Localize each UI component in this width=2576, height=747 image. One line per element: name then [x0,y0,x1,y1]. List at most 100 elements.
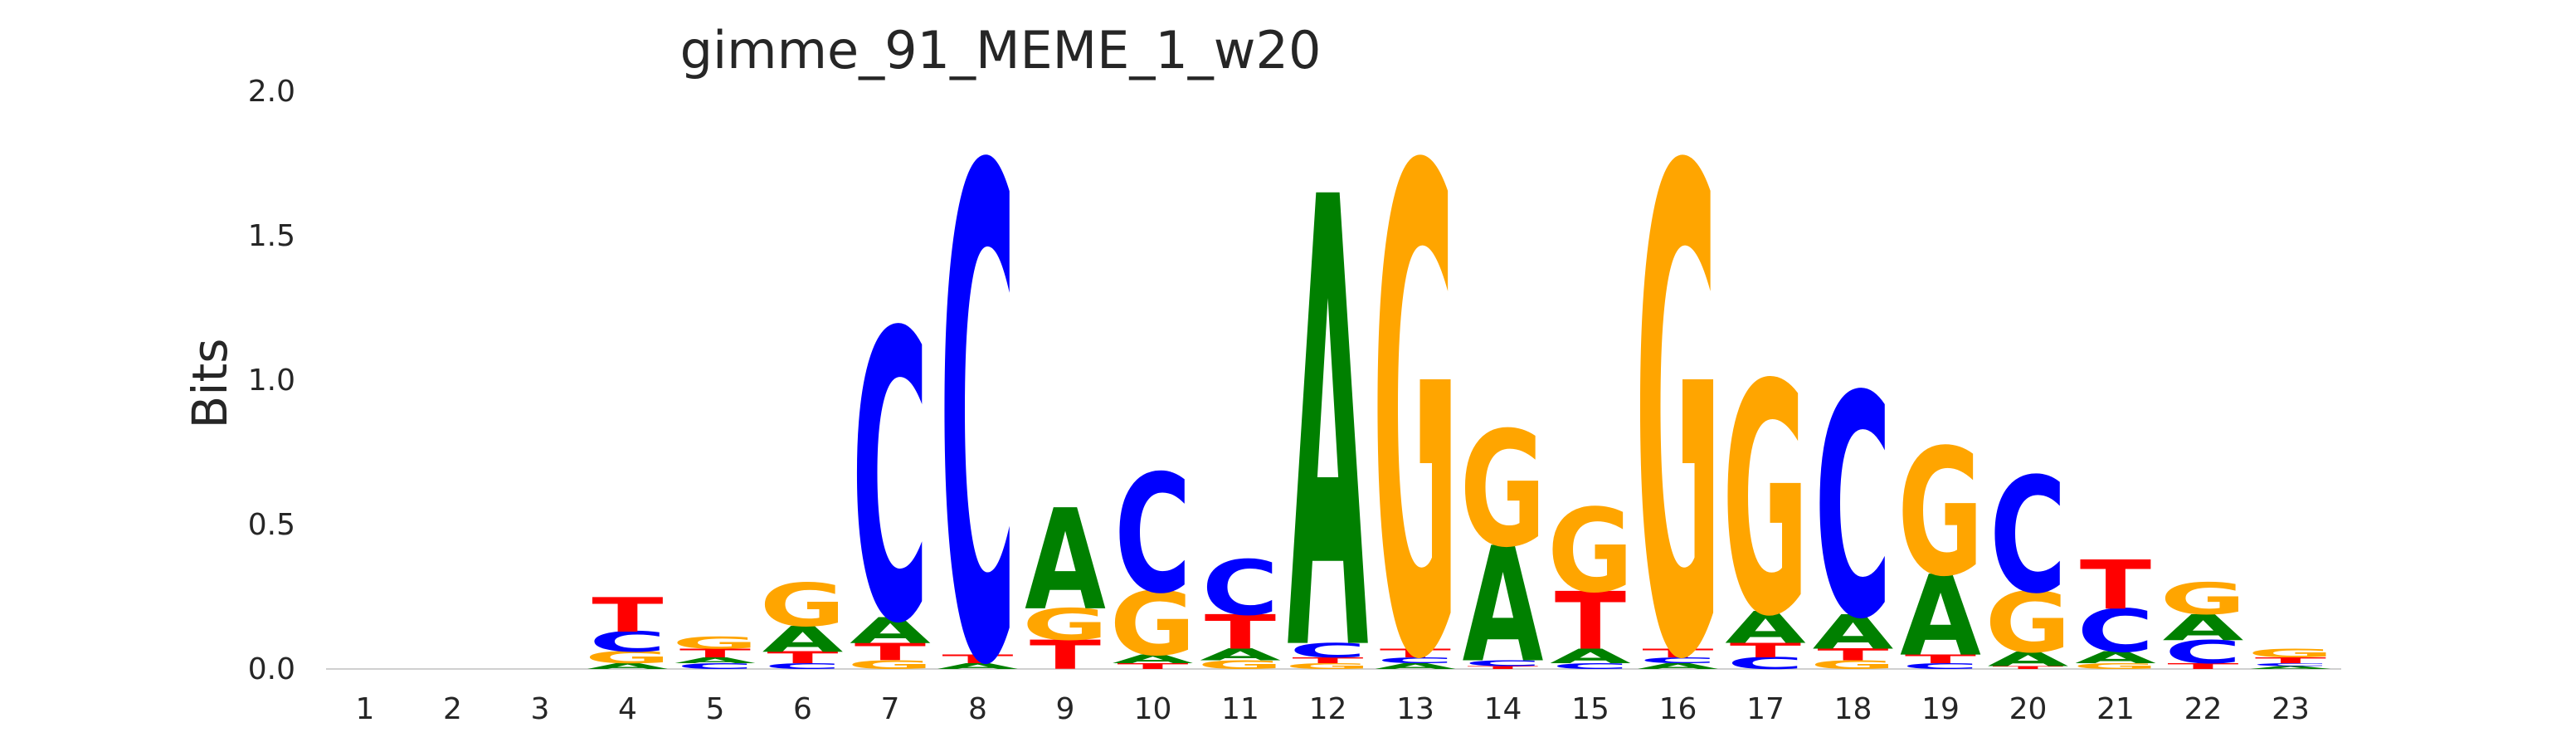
logo-letter-C: C [852,251,929,711]
logo-letter-A: A [1375,662,1456,671]
logo-letter-C: C [2077,598,2155,666]
logo-letter-A: A [1288,69,1370,747]
logo-letter-T: T [1642,647,1713,661]
logo-letter-T: T [1555,576,1626,668]
x-tick-label: 8 [968,692,987,726]
logo-letter-G: G [1722,318,1809,686]
logo-letter-A: A [1550,645,1631,668]
logo-letter-A: A [1988,648,2069,671]
logo-letter-A: A [1113,652,1194,666]
logo-letter-G: G [1110,574,1196,676]
x-axis-ticks: 1 2 3 4 5 6 7 8 9 10 11 12 13 14 15 16 17 18 19 20 21 22 23 [356,692,2310,726]
x-tick-label: 23 [2272,692,2310,726]
x-tick-label: 15 [1571,692,1609,726]
logo-letter-A: A [1638,662,1719,671]
logo-letter-G: G [1897,412,1984,615]
logo-letter-T: T [1380,647,1451,661]
logo-letter-C: C [1639,656,1717,665]
logo-letter-G: G [1197,658,1283,672]
logo-letter-G: G [1810,658,1897,672]
logo-letter-T: T [1117,662,1188,671]
x-tick-label: 10 [1134,692,1172,726]
y-tick-label: 1.0 [248,364,295,398]
logo-letter-G: G [1285,662,1371,671]
logo-letter-T: T [1030,632,1101,679]
logo-letter-T: T [942,652,1013,666]
x-tick-label: 3 [531,692,550,726]
x-tick-label: 22 [2184,692,2223,726]
logo-letter-C: C [1814,331,1892,686]
logo-letter-T: T [1205,605,1276,661]
logo-letter-A: A [937,662,1019,671]
x-tick-label: 13 [1396,692,1434,726]
logo-letter-G: G [847,658,933,672]
logo-letter-G: G [1635,32,1721,747]
logo-letter-T: T [1905,652,1976,666]
logo-letter-T: T [1817,646,1889,664]
y-tick-label: 1.5 [248,219,295,253]
logo-letter-A: A [850,610,931,652]
logo-letter-A: A [2250,666,2331,671]
logo-letter-T: T [2255,656,2326,665]
logo-letter-C: C [2252,662,2330,667]
logo-letter-G: G [760,571,846,640]
logo-letter-C: C [1377,656,1454,665]
logo-letter-G: G [1547,486,1634,619]
logo-letter-G: G [2072,662,2159,671]
logo-letter-C: C [1289,639,1366,662]
logo-letter-C: C [764,662,841,671]
y-axis-ticks: 0.0 0.5 1.0 1.5 2.0 [248,75,295,686]
logo-letter-C: C [1202,544,1279,632]
logo-letter-C: C [2165,634,2242,671]
logo-letter-T: T [679,647,751,661]
logo-letter-A: A [2075,649,2156,667]
logo-letter-A: A [1463,515,1544,699]
logo-letter-G: G [1460,399,1546,583]
logo-letter-A: A [674,656,756,665]
x-tick-label: 4 [618,692,637,726]
logo-letter-C: C [1727,654,1804,672]
logo-letter-C: C [1989,445,2067,629]
logo-letter-G: G [2247,647,2334,661]
x-tick-label: 6 [793,692,812,726]
logo-letter-T: T [1992,666,2063,671]
logo-letter-G: G [672,634,758,652]
y-tick-label: 2.0 [248,75,295,109]
y-tick-label: 0.0 [248,652,295,686]
y-tick-label: 0.5 [248,508,295,542]
x-tick-label: 18 [1834,692,1872,726]
logo-letter-A: A [762,619,844,661]
logo-letter-A: A [587,662,669,671]
x-tick-label: 20 [2009,692,2048,726]
logo-letter-T: T [2080,546,2151,625]
x-tick-label: 11 [1221,692,1259,726]
x-tick-label: 5 [706,692,725,726]
logo-letter-A: A [2163,608,2244,649]
x-tick-label: 7 [881,692,900,726]
x-tick-label: 19 [1921,692,1960,726]
logo-letter-C: C [589,626,666,658]
logo-letter-T: T [2167,662,2238,671]
logo-letter-T: T [1467,666,1538,671]
logo-letter-C: C [1114,440,1191,629]
x-tick-label: 17 [1746,692,1785,726]
logo-letter-C: C [1552,662,1629,671]
x-tick-label: 12 [1309,692,1347,726]
logo-letter-T: T [1730,639,1801,662]
logo-letter-A: A [1200,646,1281,664]
x-tick-label: 1 [356,692,375,726]
logo-letter-G: G [1372,32,1458,747]
x-tick-label: 9 [1056,692,1075,726]
logo-letter-T: T [767,649,839,667]
logo-letter-C: C [939,29,1016,747]
x-tick-label: 14 [1484,692,1522,726]
x-tick-label: 21 [2096,692,2135,726]
logo-letter-C: C [677,662,754,671]
logo-letter-T: T [1292,656,1363,665]
y-axis-label: Bits [182,339,238,429]
logo-letter-A: A [1900,551,1981,681]
logo-letter-G: G [1985,574,2072,671]
logo-letter-G: G [585,649,671,667]
logo-letter-G: G [1022,599,1108,650]
